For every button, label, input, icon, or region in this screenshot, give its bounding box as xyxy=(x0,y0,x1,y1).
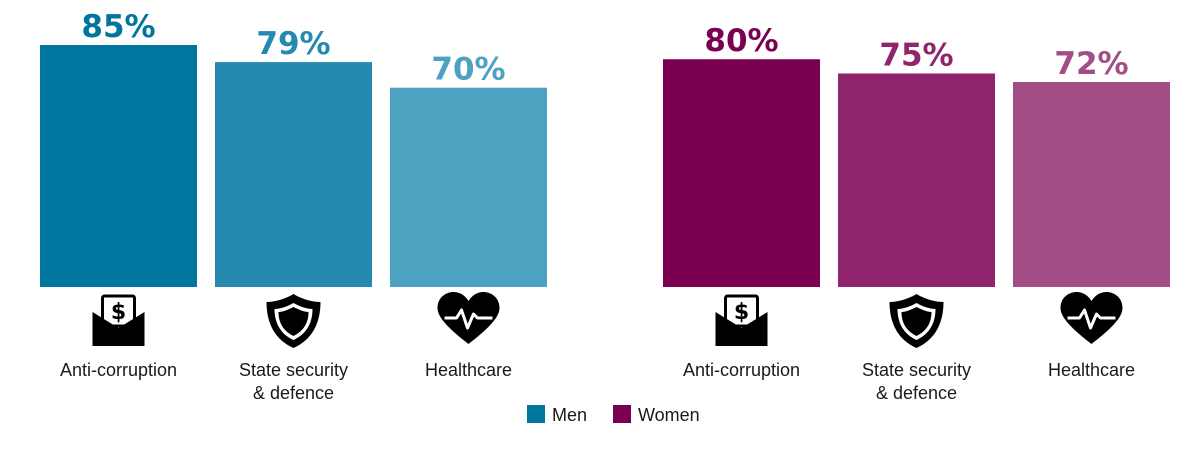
shield-icon xyxy=(266,294,321,348)
value-label-women-2: 75% xyxy=(879,37,953,73)
value-label-women-1: 80% xyxy=(704,23,778,59)
category-label: Anti-corruption xyxy=(60,360,177,380)
money-envelope-icon: $ xyxy=(715,294,768,346)
shield-icon xyxy=(889,294,944,348)
legend-swatch-men xyxy=(527,405,545,423)
bar-men-2 xyxy=(215,62,372,287)
category-label: Anti-corruption xyxy=(683,360,800,380)
value-label-men-1: 85% xyxy=(81,9,155,45)
bar-men-3 xyxy=(390,87,547,288)
category-label: & defence xyxy=(876,383,957,403)
bar-women-3 xyxy=(1013,82,1170,287)
svg-text:$: $ xyxy=(111,300,126,325)
legend-swatch-women xyxy=(613,405,631,423)
category-label: Healthcare xyxy=(425,360,512,380)
svg-text:$: $ xyxy=(734,300,749,325)
legend-label-women: Women xyxy=(638,405,700,425)
bar-women-2 xyxy=(838,73,995,288)
heartbeat-icon xyxy=(437,292,500,344)
category-label: State security xyxy=(239,360,348,380)
category-label: Healthcare xyxy=(1048,360,1135,380)
category-label: & defence xyxy=(253,383,334,403)
bar-women-1 xyxy=(663,59,820,288)
legend-label-men: Men xyxy=(552,405,587,425)
value-label-men-2: 79% xyxy=(256,26,330,62)
category-label: State security xyxy=(862,360,971,380)
value-label-men-3: 70% xyxy=(431,52,505,88)
value-label-women-3: 72% xyxy=(1054,46,1128,82)
chart-marks: 85% $ Anti-corruption 79% State security & de… xyxy=(40,9,1170,403)
money-envelope-icon: $ xyxy=(92,294,145,346)
legend: Men Women xyxy=(527,405,700,425)
bar-men-1 xyxy=(40,45,197,287)
heartbeat-icon xyxy=(1060,292,1123,344)
